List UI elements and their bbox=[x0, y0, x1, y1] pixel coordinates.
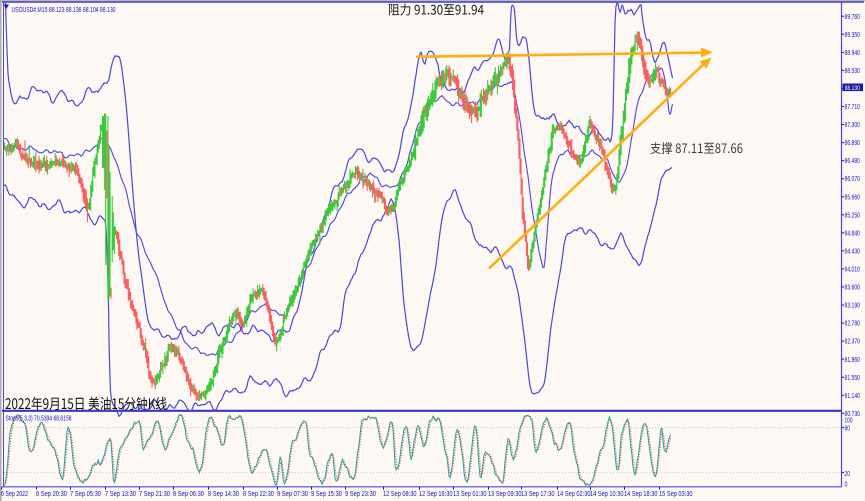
svg-text:82.370: 82.370 bbox=[845, 339, 861, 346]
svg-text:20: 20 bbox=[845, 471, 851, 478]
svg-text:7 Sep 13:30: 7 Sep 13:30 bbox=[105, 491, 136, 498]
svg-text:9 Sep 23:30: 9 Sep 23:30 bbox=[345, 491, 376, 498]
svg-text:83.600: 83.600 bbox=[845, 285, 861, 292]
svg-text:88.130: 88.130 bbox=[845, 85, 860, 92]
svg-text:13 Sep 01:30: 13 Sep 01:30 bbox=[453, 491, 487, 498]
svg-text:86.480: 86.480 bbox=[845, 158, 861, 165]
svg-text:86.890: 86.890 bbox=[845, 140, 861, 147]
svg-text:9 Sep 15:30: 9 Sep 15:30 bbox=[311, 491, 342, 498]
svg-text:12 Sep 16:30: 12 Sep 16:30 bbox=[419, 491, 453, 498]
svg-text:12 Sep 08:30: 12 Sep 08:30 bbox=[383, 491, 417, 498]
svg-text:14 Sep 02:30: 14 Sep 02:30 bbox=[557, 491, 591, 498]
svg-text:Stoch(5,3,3) 70.5394 68.6158: Stoch(5,3,3) 70.5394 68.6158 bbox=[6, 416, 72, 423]
svg-text:86.070: 86.070 bbox=[845, 176, 861, 183]
svg-text:15 Sep 03:30: 15 Sep 03:30 bbox=[659, 491, 693, 498]
svg-text:6 Sep 2022: 6 Sep 2022 bbox=[1, 491, 28, 498]
svg-text:84.430: 84.430 bbox=[845, 248, 861, 255]
svg-text:83.190: 83.190 bbox=[845, 303, 861, 310]
svg-text:6 Sep 20:30: 6 Sep 20:30 bbox=[36, 491, 67, 498]
svg-text:84.840: 84.840 bbox=[845, 230, 861, 237]
svg-text:87.710: 87.710 bbox=[845, 104, 861, 111]
svg-text:13 Sep 17:30: 13 Sep 17:30 bbox=[521, 491, 555, 498]
svg-text:82.780: 82.780 bbox=[845, 321, 861, 328]
svg-text:14 Sep 10:30: 14 Sep 10:30 bbox=[590, 491, 624, 498]
svg-text:89.760: 89.760 bbox=[845, 14, 861, 21]
svg-text:9 Sep 07:30: 9 Sep 07:30 bbox=[277, 491, 308, 498]
svg-text:7 Sep 21:30: 7 Sep 21:30 bbox=[139, 491, 170, 498]
svg-text:0: 0 bbox=[845, 482, 848, 489]
svg-text:84.010: 84.010 bbox=[845, 267, 861, 274]
svg-text:7 Sep 05:30: 7 Sep 05:30 bbox=[70, 491, 101, 498]
svg-text:100: 100 bbox=[845, 418, 853, 425]
svg-text:8 Sep 06:30: 8 Sep 06:30 bbox=[173, 491, 204, 498]
svg-text:81.550: 81.550 bbox=[845, 375, 861, 382]
svg-text:89.350: 89.350 bbox=[845, 32, 861, 39]
svg-text:80.730: 80.730 bbox=[845, 411, 861, 418]
svg-text:88.530: 88.530 bbox=[845, 68, 861, 75]
svg-text:85.660: 85.660 bbox=[845, 194, 861, 201]
svg-text:88.940: 88.940 bbox=[845, 50, 861, 57]
svg-text:14 Sep 18:30: 14 Sep 18:30 bbox=[624, 491, 658, 498]
svg-text:81.960: 81.960 bbox=[845, 357, 861, 364]
svg-text:13 Sep 09:30: 13 Sep 09:30 bbox=[488, 491, 522, 498]
svg-text:8 Sep 14:30: 8 Sep 14:30 bbox=[208, 491, 239, 498]
svg-text:85.250: 85.250 bbox=[845, 212, 861, 219]
svg-text:81.140: 81.140 bbox=[845, 393, 861, 400]
svg-text:87.300: 87.300 bbox=[845, 122, 861, 129]
svg-text:8 Sep 22:30: 8 Sep 22:30 bbox=[243, 491, 274, 498]
svg-text:80: 80 bbox=[845, 426, 851, 433]
svg-text:USOUSD#,M15 88.123 88.136 88.: USOUSD#,M15 88.123 88.136 88.104 88.130 bbox=[12, 5, 116, 14]
